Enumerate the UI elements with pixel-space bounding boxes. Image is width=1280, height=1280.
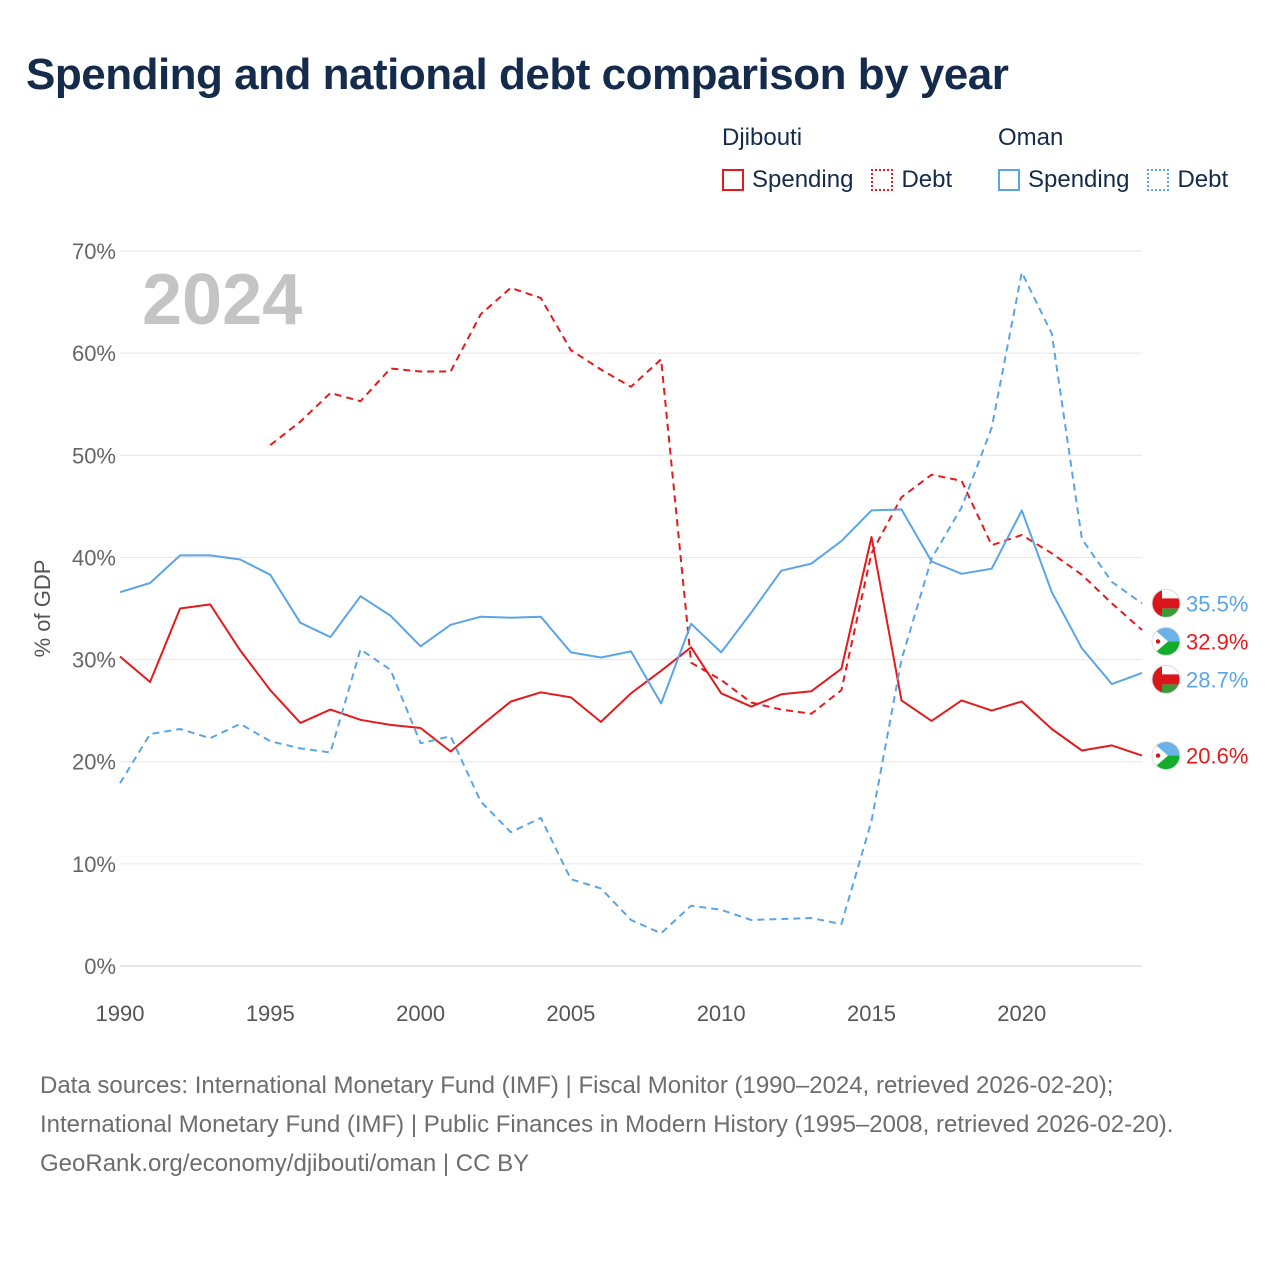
x-tick-label: 2000: [396, 1001, 445, 1026]
flag-border: [1151, 664, 1181, 694]
flag-oman-icon: [1151, 664, 1181, 694]
legend-item-djibouti-spending[interactable]: Spending: [722, 166, 853, 194]
legend-swatch-solid-icon: [998, 169, 1020, 191]
y-tick-label: 20%: [72, 750, 116, 775]
flag-stripe-green: [1152, 608, 1180, 618]
y-tick-label: 0%: [84, 954, 116, 979]
x-tick-label: 1990: [96, 1001, 145, 1026]
flag-hoist-red: [1152, 665, 1162, 694]
flag-star: [1155, 639, 1161, 644]
flag-fill: [1152, 741, 1180, 770]
legend-item-oman-debt[interactable]: Debt: [1147, 166, 1228, 194]
y-tick-label: 40%: [72, 545, 116, 570]
x-tick-label: 2020: [997, 1001, 1046, 1026]
series-line-djibouti-debt: [269, 286, 1143, 715]
y-tick-label: 50%: [72, 443, 116, 468]
legend-item-djibouti-debt[interactable]: Debt: [871, 166, 952, 194]
y-axis-label: % of GDP: [30, 560, 55, 658]
legend-label: Debt: [901, 166, 953, 193]
footer: Data sources: International Monetary Fun…: [40, 1066, 1240, 1183]
legend-group-name: Oman: [998, 124, 1064, 151]
x-tick-label: 1995: [246, 1001, 295, 1026]
flag-stripe-green: [1152, 684, 1180, 694]
flag-star: [1155, 753, 1161, 758]
legend-group-oman: Oman Spending Debt: [998, 124, 1246, 194]
flag-fill: [1152, 665, 1180, 694]
series-line-oman-debt: [119, 271, 1143, 935]
flag-fill: [1152, 589, 1180, 618]
year-watermark: 2024: [142, 260, 302, 340]
line-chart: 2024 0% 10% 20% 30% 40% 50% 60% 70% 1990 1995 2000 2…: [30, 239, 1248, 1026]
legend-swatch-dotted-icon: [1147, 169, 1170, 191]
flag-border: [1151, 626, 1181, 656]
legend-label: Spending: [752, 166, 854, 193]
legend-label: Spending: [1028, 166, 1130, 193]
x-tick-label: 2010: [697, 1001, 746, 1026]
flag-djibouti-icon: [1151, 626, 1181, 656]
end-value-label: 32.9%: [1186, 629, 1248, 654]
legend-label: Debt: [1177, 166, 1229, 193]
chart-title: Spending and national debt comparison by…: [26, 50, 1009, 99]
flag-fill: [1152, 627, 1180, 656]
series-line-djibouti-spending: [119, 536, 1143, 757]
legend-group-name: Djibouti: [722, 124, 803, 151]
flag-oman-icon: [1151, 588, 1181, 618]
series-line-oman-spending: [119, 508, 1143, 705]
end-value-label: 20.6%: [1186, 744, 1248, 769]
x-tick-label: 2005: [546, 1001, 595, 1026]
y-tick-label: 70%: [72, 239, 116, 264]
flag-border: [1151, 741, 1181, 771]
legend-swatch-solid-icon: [722, 169, 744, 191]
x-tick-label: 2015: [847, 1001, 896, 1026]
flag-hoist-red: [1152, 589, 1162, 618]
flag-stripe-red: [1152, 674, 1180, 685]
end-value-label: 35.5%: [1186, 591, 1248, 616]
legend-swatch-dotted-icon: [871, 169, 894, 191]
y-tick-label: 30%: [72, 648, 116, 673]
end-value-label: 28.7%: [1186, 667, 1248, 692]
flag-border: [1151, 588, 1181, 618]
credit-link[interactable]: GeoRank.org/economy/djibouti/oman | CC B…: [40, 1150, 530, 1177]
data-sources: Data sources: International Monetary Fun…: [40, 1072, 1174, 1138]
legend-group-djibouti: Djibouti Spending Debt: [722, 124, 970, 194]
flag-stripe-red: [1152, 598, 1180, 609]
flag-djibouti-icon: [1151, 741, 1181, 771]
legend-item-oman-spending[interactable]: Spending: [998, 166, 1129, 194]
y-tick-label: 10%: [72, 852, 116, 877]
y-tick-label: 60%: [72, 341, 116, 366]
